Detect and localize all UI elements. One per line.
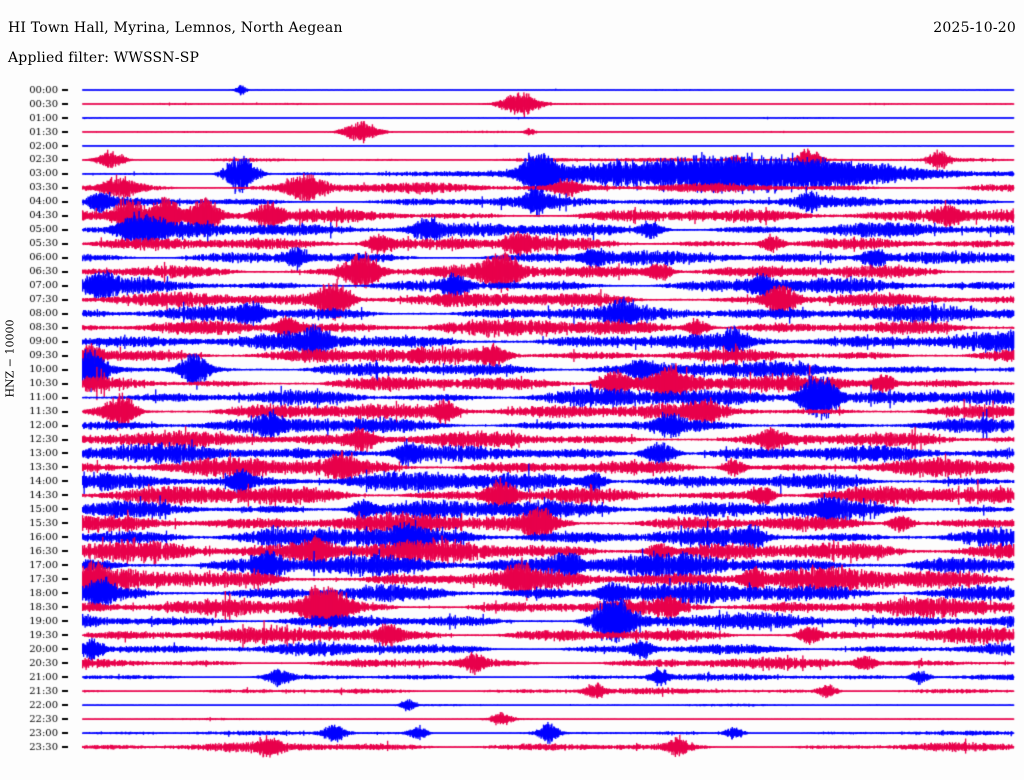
helicorder-plot	[0, 0, 1024, 780]
seismogram-page: HI Town Hall, Myrina, Lemnos, North Aege…	[0, 0, 1024, 780]
